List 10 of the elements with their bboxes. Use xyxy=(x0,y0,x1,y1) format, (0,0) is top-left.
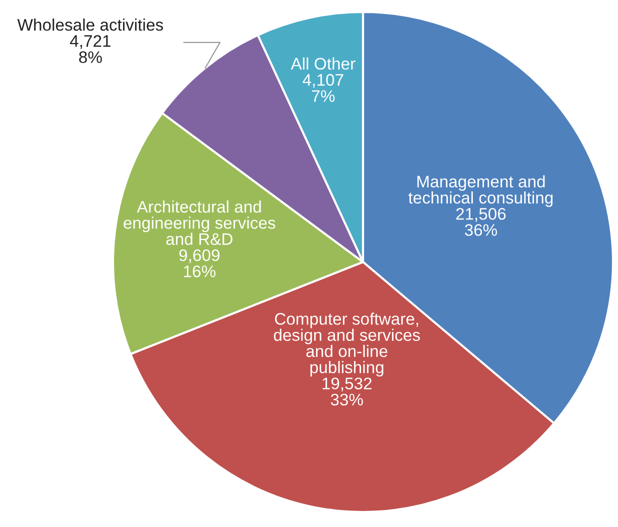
data-label: 21,506 36% xyxy=(456,208,506,236)
slice-label: Wholesale activities xyxy=(17,18,164,31)
slice-label: Management and technical consulting xyxy=(408,175,553,207)
data-label: 4,107 7% xyxy=(302,74,344,102)
slice-label: All Other xyxy=(290,57,356,70)
slice-label: Computer software, design and services and on-line publishing xyxy=(274,312,420,377)
data-label: 19,532 33% xyxy=(322,378,372,406)
data-label: 9,609 16% xyxy=(179,249,220,278)
data-label: 4,721 8% xyxy=(70,35,110,64)
slice-label: Architectural and engineering services and R&D xyxy=(124,200,276,245)
